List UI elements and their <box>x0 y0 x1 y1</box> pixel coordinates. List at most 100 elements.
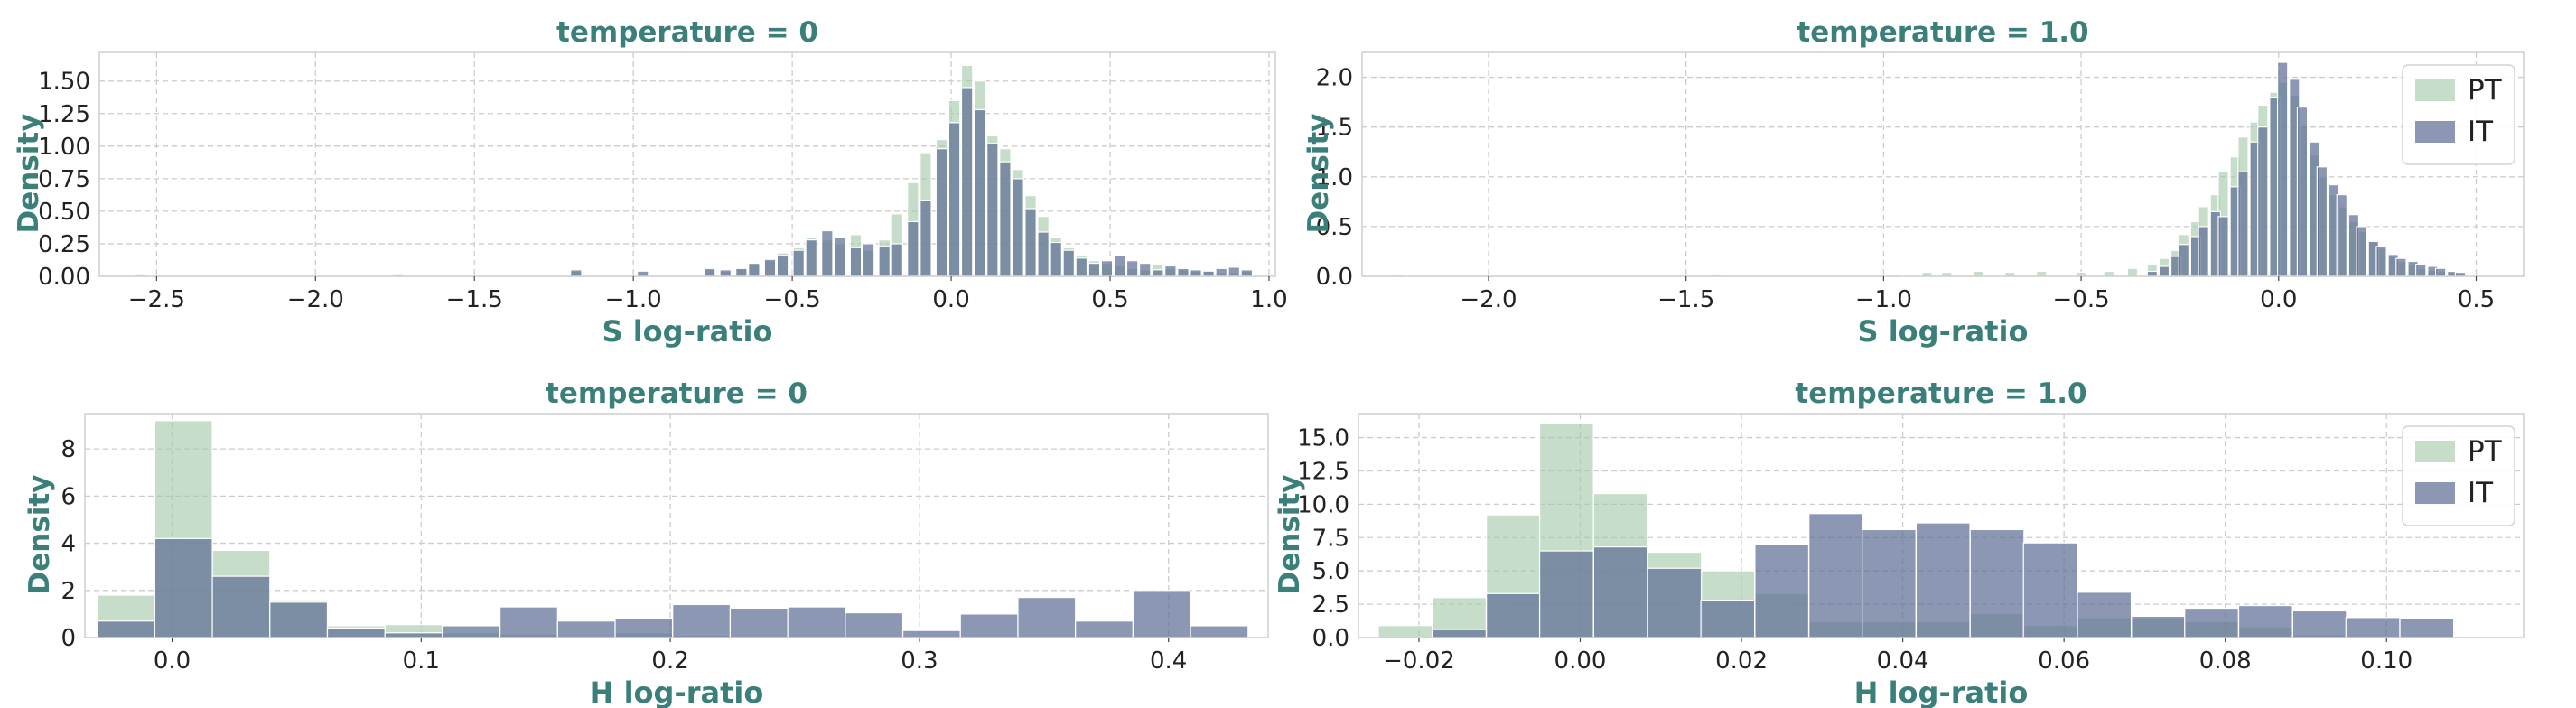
bar-IT <box>1754 544 1810 638</box>
chart-title: temperature = 1.0 <box>1795 377 2086 410</box>
bar-IT <box>2158 266 2170 277</box>
chart-panel-2: −2.0 −1.5 −1.0 −0.5 0.0 0.5 0.0 0.5 1.0 1.5 2.0 tem… <box>1302 16 2525 349</box>
series-IT <box>2146 61 2467 277</box>
x-tick-label: 0.02 <box>1715 647 1768 675</box>
legend: PT IT <box>2402 425 2515 526</box>
x-tick-label: 0.3 <box>901 647 938 675</box>
y-tick-label: 1.0 <box>1316 164 1353 191</box>
y-tick-label: 0.00 <box>38 264 90 291</box>
bar-IT <box>1100 260 1114 277</box>
bar-IT <box>947 122 961 277</box>
bar-IT <box>862 243 875 277</box>
bar-IT <box>2399 618 2455 638</box>
bar-IT <box>2198 226 2209 277</box>
bar-IT <box>2434 267 2447 277</box>
bar-IT <box>1012 178 1024 277</box>
chart-panel-4: −0.02 0.00 0.02 0.04 0.06 0.08 0.10 0.0 2.5 5.0 7.… <box>1274 377 2525 708</box>
x-tick-label: −2.5 <box>128 286 185 313</box>
bar-IT <box>959 613 1019 638</box>
bar-IT <box>2184 607 2239 638</box>
plot-area <box>99 52 1275 276</box>
x-tick-label: −1.0 <box>1855 286 1912 313</box>
y-tick-label: 0.25 <box>38 231 90 258</box>
bar-IT <box>2257 126 2269 277</box>
x-axis-label: H log-ratio <box>590 675 764 708</box>
bar-IT <box>2316 166 2329 277</box>
x-tick-label: 0.06 <box>2038 647 2090 675</box>
y-axis-label: Density <box>13 114 45 234</box>
x-tick-label: 0.5 <box>1091 286 1128 313</box>
bar-PT <box>1377 625 1433 638</box>
y-tick-label: 6 <box>61 483 76 510</box>
bar-PT <box>2126 267 2139 277</box>
bar-IT <box>960 87 974 277</box>
bar-IT <box>2276 61 2289 277</box>
bar-IT <box>986 143 999 277</box>
bar-IT <box>1915 522 1971 638</box>
bar-IT <box>1969 528 2025 638</box>
bar-IT <box>1647 567 1703 638</box>
y-tick-label: 0.0 <box>1316 264 1353 291</box>
bar-IT <box>1700 600 1756 638</box>
bar-IT <box>878 246 891 277</box>
bar-IT <box>2237 171 2249 277</box>
bar-PT <box>2103 270 2114 277</box>
y-tick-label: 1.00 <box>38 134 90 161</box>
bar-IT <box>729 607 789 638</box>
bar-PT <box>2036 270 2048 277</box>
y-axis-label: Density <box>1274 475 1306 595</box>
bar-IT <box>845 611 904 638</box>
x-tick-label: 0.0 <box>154 647 191 675</box>
bar-IT <box>999 161 1012 277</box>
x-tick-label: 0.08 <box>2199 647 2252 675</box>
bar-IT <box>2131 615 2186 638</box>
y-axis-label: Density <box>23 475 56 595</box>
bar-IT <box>1486 592 1541 638</box>
bar-IT <box>1862 528 1917 638</box>
bar-IT <box>834 237 846 277</box>
bar-IT <box>919 200 932 277</box>
chart-panel-3: 0.0 0.1 0.2 0.3 0.4 0 2 4 6 8 temperature = 0 H log… <box>23 377 1269 708</box>
bar-IT <box>2217 216 2229 277</box>
x-tick-label: −1.5 <box>1657 286 1714 313</box>
bar-IT <box>1240 269 1254 277</box>
y-tick-label: 0.50 <box>38 199 90 226</box>
bar-IT <box>570 269 583 277</box>
bar-IT <box>1138 262 1152 277</box>
bar-IT <box>1075 257 1088 277</box>
bar-IT <box>1177 267 1190 277</box>
bar-IT <box>556 620 616 638</box>
bar-IT <box>1132 590 1191 638</box>
x-tick-label: 0.2 <box>651 647 688 675</box>
legend-swatch-PT <box>2415 79 2455 101</box>
legend-swatch-IT <box>2415 482 2455 504</box>
bar-IT <box>1037 231 1050 277</box>
series-IT <box>1432 513 2455 638</box>
bar-IT <box>907 220 919 277</box>
bar-IT <box>614 618 674 638</box>
y-tick-label: 2.0 <box>1316 65 1353 92</box>
x-tick-label: 0.04 <box>1877 647 1929 675</box>
plot-frame <box>98 51 1276 277</box>
bar-IT <box>1202 270 1215 277</box>
bar-IT <box>1190 625 1249 638</box>
bar-IT <box>1190 269 1202 277</box>
x-tick-label: −0.02 <box>1383 647 1455 675</box>
y-tick-label: 7.5 <box>1312 525 1349 552</box>
y-tick-label: 2 <box>61 578 76 605</box>
legend-label-PT: PT <box>2468 74 2503 107</box>
y-tick-label: 15.0 <box>1297 425 1349 452</box>
chart-title: temperature = 0 <box>556 16 818 49</box>
bar-IT <box>499 606 558 638</box>
bar-IT <box>935 148 948 277</box>
bar-IT <box>672 603 732 638</box>
x-tick-label: 0.4 <box>1150 647 1187 675</box>
bar-IT <box>1538 550 1594 638</box>
x-tick-label: 0.10 <box>2360 647 2413 675</box>
chart-title: temperature = 1.0 <box>1797 16 2088 49</box>
bar-IT <box>1125 260 1139 277</box>
y-tick-label: 8 <box>61 436 76 463</box>
x-tick-label: −0.5 <box>764 286 821 313</box>
bar-IT <box>154 537 213 638</box>
